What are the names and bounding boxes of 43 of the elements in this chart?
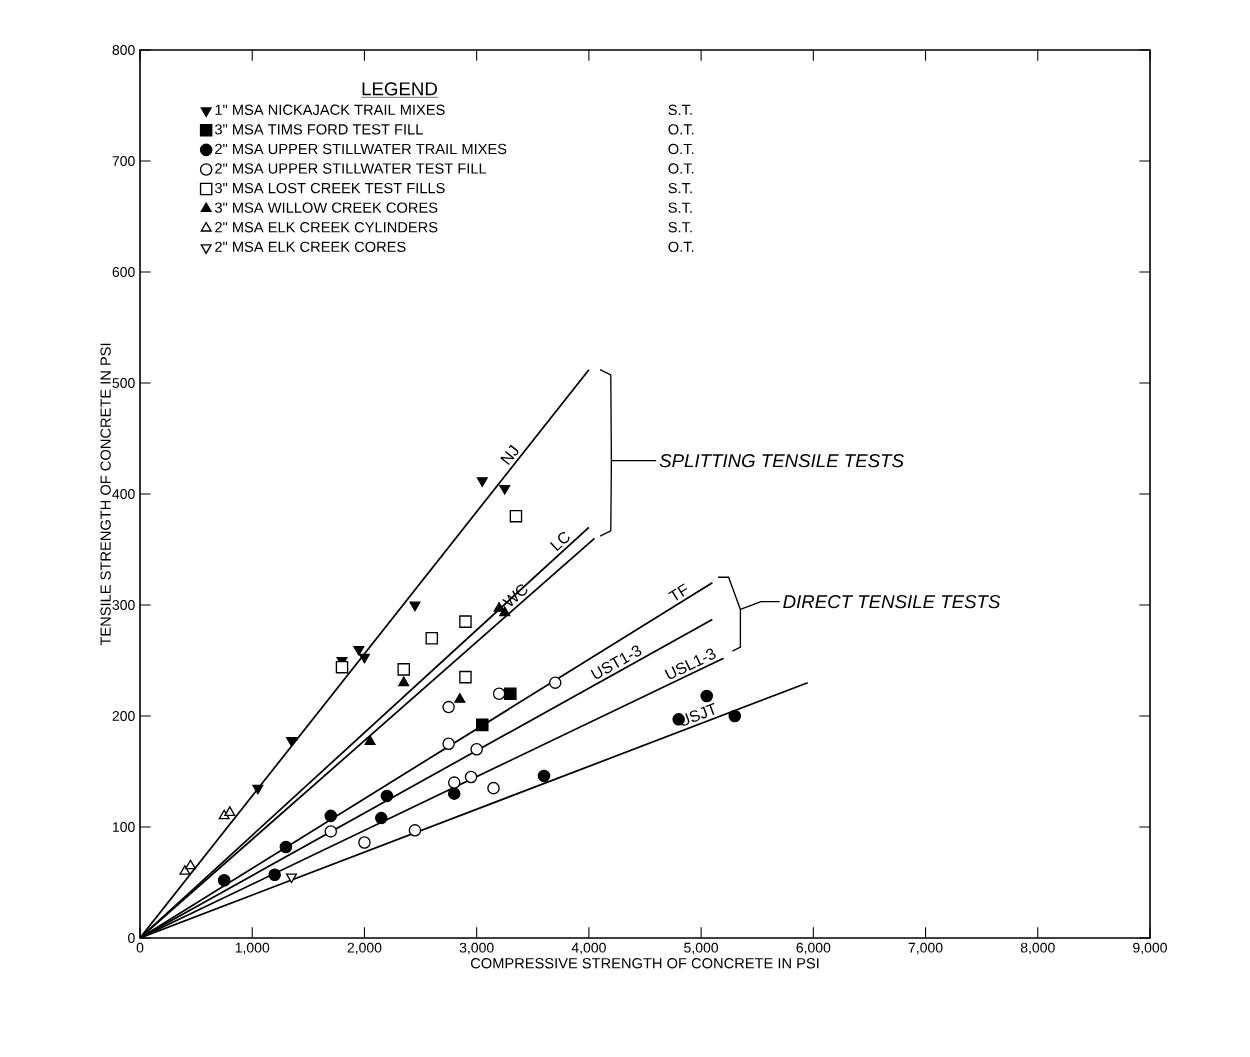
annotation: S.T. — [668, 182, 692, 194]
x-tick-label: 1,000 — [235, 942, 270, 955]
x-tick-label: 9,000 — [1133, 942, 1167, 955]
y-tick-label: 800 — [112, 45, 135, 55]
legend-label: 3" MSA WILLOW CREEK CORES — [214, 202, 438, 213]
legend-label: 1" MSA NICKAJACK TRAIL MIXES — [215, 104, 445, 115]
text: LC — [549, 532, 570, 552]
x-tick-label: 0 — [136, 942, 144, 953]
annotation: S.T. — [668, 202, 692, 213]
legend-label: 2" MSA UPPER STILLWATER TEST FILL — [215, 163, 487, 174]
x-tick-label: 2,000 — [347, 942, 382, 955]
y-tick-label: 0 — [128, 933, 135, 943]
text: TF — [668, 583, 688, 601]
annotation: O.T. — [668, 124, 694, 135]
annotation: S.T. — [668, 104, 692, 115]
x-tick-label: 5,000 — [684, 942, 719, 955]
annotation: O.T. — [668, 143, 694, 155]
legend-title: LEGEND — [362, 82, 437, 96]
y-tick-label: 400 — [112, 489, 135, 499]
x-tick-label: 4,000 — [571, 942, 606, 955]
annotation: O.T. — [668, 163, 694, 174]
y-tick-label: 700 — [112, 156, 135, 166]
x-tick-label: 3,000 — [459, 942, 494, 955]
legend-label: 3" MSA TIMS FORD TEST FILL — [214, 124, 423, 135]
legend-label: 2" MSA UPPER STILLWATER TRAIL MIXES — [215, 143, 507, 155]
y-tick-label: 100 — [113, 822, 135, 832]
y-tick-label: 500 — [112, 378, 135, 388]
x-tick-label: 8,000 — [1020, 942, 1055, 955]
y-tick-label: 200 — [112, 711, 135, 721]
legend-label: 2" MSA ELK CREEK CORES — [215, 241, 406, 253]
y-tick-label: 300 — [112, 600, 135, 610]
annotation: SPLITTING TENSILE TESTS — [659, 454, 904, 468]
legend-label: 2" MSA ELK CREEK CYLINDERS — [215, 222, 438, 233]
legend-label: 3" MSA LOST CREEK TEST FILLS — [214, 182, 445, 194]
annotation: DIRECT TENSILE TESTS — [783, 595, 1001, 609]
annotation: S.T. — [668, 222, 692, 233]
y-tick-label: 600 — [112, 267, 135, 277]
text: NJ — [500, 444, 519, 465]
x-axis-title: COMPRESSIVE STRENGTH OF CONCRETE IN PSI — [470, 958, 819, 969]
x-tick-label: 6,000 — [796, 942, 831, 955]
y-axis-title: TENSILE STRENGTH OF CONCRETE IN PSI — [100, 343, 111, 646]
x-tick-label: 7,000 — [908, 942, 943, 955]
annotation: O.T. — [668, 241, 694, 253]
